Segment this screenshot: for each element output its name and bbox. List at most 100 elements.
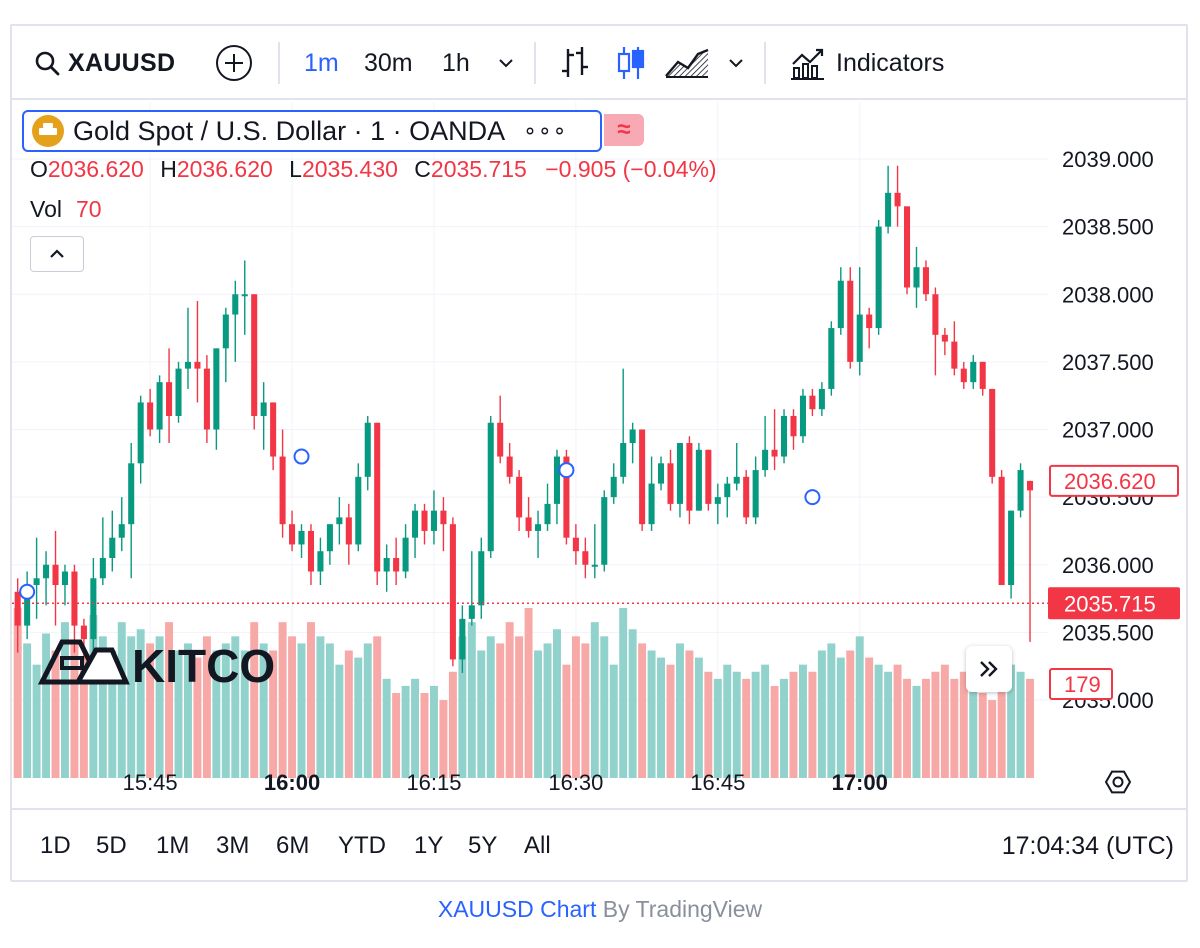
candle-body — [960, 368, 967, 383]
volume-bar — [789, 671, 798, 778]
candle-body — [572, 537, 579, 552]
volume-bar — [969, 685, 978, 778]
utc-clock[interactable]: 17:04:34 (UTC) — [1001, 831, 1174, 860]
candle-body — [298, 530, 305, 545]
candle-body — [99, 557, 106, 579]
volume-bar — [165, 622, 174, 778]
candle-body — [374, 422, 381, 572]
price-tick-label: 2037.000 — [1062, 418, 1154, 443]
volume-label: Vol — [30, 196, 62, 222]
range-label: 1M — [156, 832, 190, 859]
candle-body — [563, 456, 570, 538]
indicators-button[interactable]: Indicators — [790, 26, 944, 100]
area-chart-type-button[interactable] — [664, 26, 710, 100]
candle-body — [412, 510, 419, 538]
price-tick-label: 2038.500 — [1062, 215, 1154, 240]
kitco-logo-text: KITCO — [132, 640, 275, 686]
volume-bar — [798, 664, 807, 778]
volume-bar — [903, 678, 912, 778]
open-price-marker — [1049, 464, 1179, 497]
volume-bar — [51, 650, 60, 778]
candle-body — [904, 206, 911, 288]
volume-tag — [1049, 668, 1113, 700]
compare-add-button[interactable] — [214, 26, 254, 100]
scroll-to-realtime-button[interactable] — [966, 646, 1012, 692]
symbol-chart-link[interactable]: XAUUSD Chart — [437, 896, 597, 922]
candle-body — [885, 192, 892, 227]
timeframe-1m[interactable]: 1m — [304, 26, 339, 100]
range-all[interactable]: All — [524, 810, 551, 882]
volume-series — [13, 608, 1034, 778]
candle-body — [932, 294, 939, 335]
volume-bar — [978, 693, 987, 778]
candle-body — [478, 551, 485, 606]
range-1y[interactable]: 1Y — [414, 810, 443, 882]
double-chevron-right-icon — [980, 661, 998, 677]
range-1m[interactable]: 1M — [156, 810, 189, 882]
volume-bar — [1007, 664, 1016, 778]
range-6m[interactable]: 6M — [276, 810, 309, 882]
volume-bar — [742, 678, 751, 778]
candle-body — [251, 294, 258, 416]
timeframe-dropdown[interactable] — [496, 26, 516, 100]
candle-body — [714, 497, 721, 504]
volume-bar — [401, 685, 410, 778]
symbol-search[interactable]: XAUUSD — [34, 26, 175, 100]
collapse-legend-button[interactable] — [30, 236, 84, 272]
top-toolbar: XAUUSD 1m 30m 1h — [12, 26, 1186, 100]
range-3m[interactable]: 3M — [216, 810, 249, 882]
more-icon[interactable]: ∘∘∘ — [523, 118, 568, 143]
chevron-down-icon — [729, 59, 743, 68]
volume-bar — [874, 664, 883, 778]
range-5d[interactable]: 5D — [96, 810, 127, 882]
candle-body — [43, 564, 50, 579]
candle-body — [856, 314, 863, 362]
candle-body — [667, 463, 674, 504]
candle-body — [676, 443, 683, 504]
symbol-name: XAUUSD — [68, 48, 176, 77]
candle-body — [459, 618, 466, 660]
time-axis[interactable]: 15:45 16:00 16:15 16:30 16:45 17:00 — [123, 770, 888, 795]
candle-body — [222, 314, 229, 349]
candle-body — [629, 429, 636, 444]
candles-chart-type-button[interactable] — [614, 26, 648, 100]
candle-body — [90, 578, 97, 640]
volume-bar — [439, 700, 448, 778]
chevron-down-icon — [499, 59, 513, 68]
candle-body — [998, 476, 1005, 586]
volume-bar — [32, 664, 41, 778]
price-tick-label: 2037.500 — [1062, 350, 1154, 375]
symbol-legend[interactable]: Gold Spot / U.S. Dollar · 1 · OANDA ∘∘∘ — [22, 110, 602, 152]
open-value: 2036.620 — [47, 156, 144, 182]
range-1d[interactable]: 1D — [40, 810, 71, 882]
volume-bar — [647, 650, 656, 778]
range-ytd[interactable]: YTD — [338, 810, 386, 882]
volume-bar — [325, 643, 334, 778]
volume-bar — [486, 636, 495, 778]
candle-body — [14, 591, 21, 626]
candle-body — [866, 314, 873, 329]
range-label: 1Y — [414, 832, 444, 859]
compare-badge[interactable]: ≈ — [604, 114, 644, 146]
low-label: L — [289, 156, 302, 182]
bar-chart-type-button[interactable] — [558, 26, 592, 100]
volume-bar — [23, 643, 32, 778]
timeframe-1h[interactable]: 1h — [442, 26, 470, 100]
candle-body — [591, 564, 598, 567]
chart-settings-button[interactable] — [1104, 770, 1132, 794]
range-5y[interactable]: 5Y — [468, 810, 497, 882]
chart-type-dropdown[interactable] — [726, 26, 746, 100]
event-markers — [19, 448, 821, 600]
candle-series — [14, 165, 1034, 673]
candle-body — [733, 476, 740, 484]
price-axis[interactable]: 2039.000 2038.500 2038.000 2037.500 2037.000… — [1048, 147, 1180, 713]
price-chart[interactable]: 2039.000 2038.500 2038.000 2037.500 2037.000… — [12, 102, 1186, 806]
volume-bar — [600, 636, 609, 778]
candle-body — [128, 463, 135, 525]
volume-tag-label: 179 — [1064, 672, 1101, 697]
price-tick-label: 2039.000 — [1062, 147, 1154, 172]
candle-body — [743, 476, 750, 518]
candle-body — [487, 422, 494, 552]
candle-body — [61, 571, 69, 586]
timeframe-30m[interactable]: 30m — [364, 26, 413, 100]
